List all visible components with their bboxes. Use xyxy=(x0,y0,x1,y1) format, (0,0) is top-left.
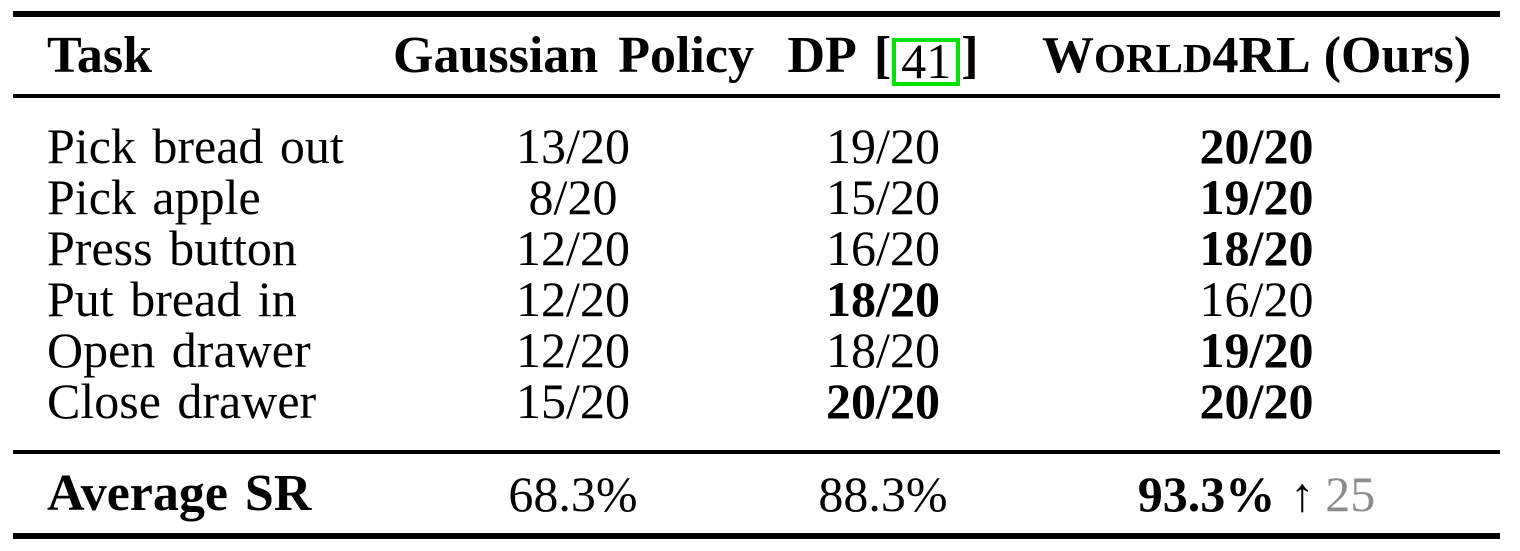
world4rl-cell: 20/20 xyxy=(1199,373,1314,429)
col-header-task: Task xyxy=(47,27,153,84)
average-sr-label: Average SR xyxy=(47,465,312,522)
gaussian-cell: 12/20 xyxy=(516,220,630,276)
world4rl-ours-suffix: (Ours) xyxy=(1323,27,1472,84)
world4rl-average-value: 93.3% xyxy=(1137,465,1276,522)
bottom-rule xyxy=(13,533,1500,539)
gaussian-cell: 12/20 xyxy=(516,322,630,378)
dp-cell: 20/20 xyxy=(826,373,940,429)
gaussian-cell: 12/20 xyxy=(516,271,630,327)
task-cell: Pick apple xyxy=(47,169,261,225)
task-cell: Open drawer xyxy=(47,322,311,378)
average-row: Average SR 68.3% 88.3% 93.3% ↑ 25 xyxy=(13,454,1500,533)
table-body: Pick bread out 13/20 19/20 20/20 Pick ap… xyxy=(13,98,1500,450)
dp-cell: 18/20 xyxy=(826,271,940,327)
dp-label-prefix: DP [ xyxy=(787,26,892,84)
citation-41-link[interactable]: 41 xyxy=(892,36,961,86)
task-cell: Put bread in xyxy=(47,271,297,327)
dp-cell: 19/20 xyxy=(826,118,940,174)
col-header-world4rl: WORLD4RL (Ours) xyxy=(1013,26,1500,85)
world4rl-cell: 19/20 xyxy=(1199,322,1314,378)
gaussian-cell: 8/20 xyxy=(528,169,618,225)
world4rl-cell: 20/20 xyxy=(1199,118,1314,174)
gaussian-cell: 15/20 xyxy=(516,373,630,429)
task-cell: Close drawer xyxy=(47,373,317,429)
header-row: Task Gaussian Policy DP [41] WORLD4RL (Ou… xyxy=(13,17,1500,94)
world4rl-average-cell: 93.3% ↑ 25 xyxy=(1013,465,1500,523)
dp-cell: 18/20 xyxy=(826,322,940,378)
results-table: Task Gaussian Policy DP [41] WORLD4RL (Ou… xyxy=(13,11,1500,539)
world4rl-cell: 16/20 xyxy=(1199,271,1314,327)
dp-average-cell: 88.3% xyxy=(818,465,948,522)
world4rl-cell: 18/20 xyxy=(1199,220,1314,276)
table-row: Press button 12/20 16/20 18/20 xyxy=(13,219,1500,276)
improvement-value: 25 xyxy=(1325,465,1376,522)
col-header-gaussian-policy: Gaussian Policy xyxy=(393,27,754,84)
task-cell: Pick bread out xyxy=(47,118,344,174)
task-cell: Press button xyxy=(47,220,297,276)
up-arrow-icon: ↑ xyxy=(1290,468,1315,522)
gaussian-average-cell: 68.3% xyxy=(508,465,638,522)
dp-cell: 15/20 xyxy=(826,169,940,225)
gaussian-cell: 13/20 xyxy=(516,118,630,174)
table-row: Put bread in 12/20 18/20 16/20 xyxy=(13,270,1500,327)
table-row: Open drawer 12/20 18/20 19/20 xyxy=(13,321,1500,378)
dp-cell: 16/20 xyxy=(826,220,940,276)
world4rl-4rl: 4RL xyxy=(1212,27,1311,84)
header-divider-rule xyxy=(13,94,1500,98)
dp-label-suffix: ] xyxy=(961,26,979,84)
world4rl-cell: 19/20 xyxy=(1199,169,1314,225)
table-row: Pick bread out 13/20 19/20 20/20 xyxy=(13,117,1500,174)
table-row: Pick apple 8/20 15/20 19/20 xyxy=(13,168,1500,225)
footer-divider-rule xyxy=(13,450,1500,454)
col-header-dp: DP [41] xyxy=(753,26,1013,86)
table-row: Close drawer 15/20 20/20 20/20 xyxy=(13,372,1500,429)
world4rl-orld-smallcaps: ORLD xyxy=(1093,35,1213,81)
top-rule xyxy=(13,11,1500,17)
world4rl-w: W xyxy=(1041,27,1094,84)
